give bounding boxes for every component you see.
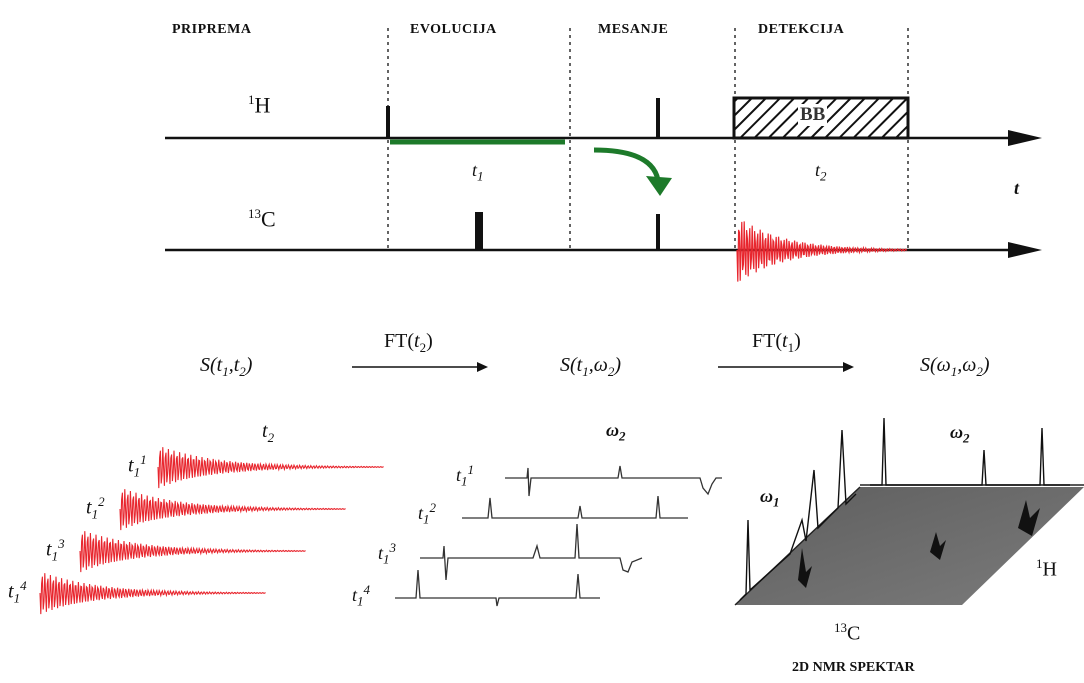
map-2d — [734, 417, 1084, 606]
spectrum-caption: 2D NMR SPEKTAR — [792, 660, 915, 675]
spectrum-increment-label-1: t11 — [456, 462, 475, 489]
fid-increment-label-2: t12 — [86, 494, 105, 522]
map-c-axis-label: 13C — [834, 620, 861, 645]
fid-increment-label-3: t13 — [46, 536, 65, 564]
phase-label-preparation: PRIPREMA — [172, 22, 252, 37]
fid-row-2 — [119, 489, 346, 531]
cross-peak-3 — [1018, 500, 1040, 536]
fid-increment-label-1: t11 — [128, 452, 147, 480]
t1-label: t1 — [472, 160, 484, 184]
phase-label-mixing: MESANJE — [598, 22, 669, 37]
phase-label-detection: DETEKCIJA — [758, 22, 845, 37]
map-w1-label: ω1 — [760, 486, 780, 510]
map-w2-label: ω2 — [950, 422, 970, 446]
cross-peaks — [798, 500, 1040, 588]
decoupling-label: BB — [798, 104, 828, 126]
signal-time-freq: S(t1,ω2) — [560, 354, 622, 379]
phase-separators — [387, 28, 909, 252]
t2-label: t2 — [815, 160, 827, 184]
h-channel-label: 1H — [248, 92, 271, 118]
c-pulse-180 — [475, 212, 483, 250]
ft-label-2: FT(t1) — [752, 330, 801, 355]
projection-w2-peaks — [870, 417, 1070, 486]
spectrum-stack — [395, 465, 722, 607]
fid-row-3 — [79, 531, 306, 573]
h-channel-arrowhead — [1008, 130, 1042, 146]
spectrum-row-4 — [395, 569, 600, 607]
ft-label-1: FT(t2) — [384, 330, 433, 355]
map-h-axis-label: 1H — [1036, 556, 1057, 581]
h-channel — [165, 96, 1042, 146]
map-plane — [735, 487, 1084, 605]
time-axis-label: t — [1014, 178, 1020, 198]
projection-w1-peaks — [739, 429, 857, 601]
cross-peak-2 — [930, 532, 946, 560]
spectrum-row-2 — [462, 495, 688, 519]
cross-peak-1 — [798, 548, 812, 588]
fid-row-1 — [157, 447, 384, 489]
signal-time-time: S(t1,t2) — [200, 354, 253, 379]
spectrum-row-3 — [420, 523, 643, 581]
detected-fid — [736, 221, 908, 282]
phase-label-evolution: EVOLUCIJA — [410, 22, 497, 37]
c-channel-arrowhead — [1008, 242, 1042, 258]
ft-arrows — [352, 362, 854, 372]
fid-row-4 — [39, 573, 266, 615]
fid-stack — [39, 447, 384, 615]
spectrum-increment-label-3: t13 — [378, 540, 397, 567]
fid-stack-axis-label: t2 — [262, 420, 275, 445]
c-channel-label: 13C — [248, 206, 276, 232]
spectrum-increment-label-4: t14 — [352, 582, 371, 609]
h-pulse-1 — [386, 106, 390, 138]
spectrum-row-1 — [505, 465, 722, 497]
signal-freq-freq: S(ω1,ω2) — [920, 354, 990, 379]
spectrum-increment-label-2: t12 — [418, 500, 437, 527]
c-channel — [165, 212, 1042, 282]
h-pulse-2 — [656, 98, 660, 138]
c-pulse-mixing — [656, 214, 660, 250]
transfer-arrow — [593, 147, 672, 196]
spectrum-stack-axis-label: ω2 — [606, 420, 626, 444]
fid-increment-label-4: t14 — [8, 578, 27, 606]
